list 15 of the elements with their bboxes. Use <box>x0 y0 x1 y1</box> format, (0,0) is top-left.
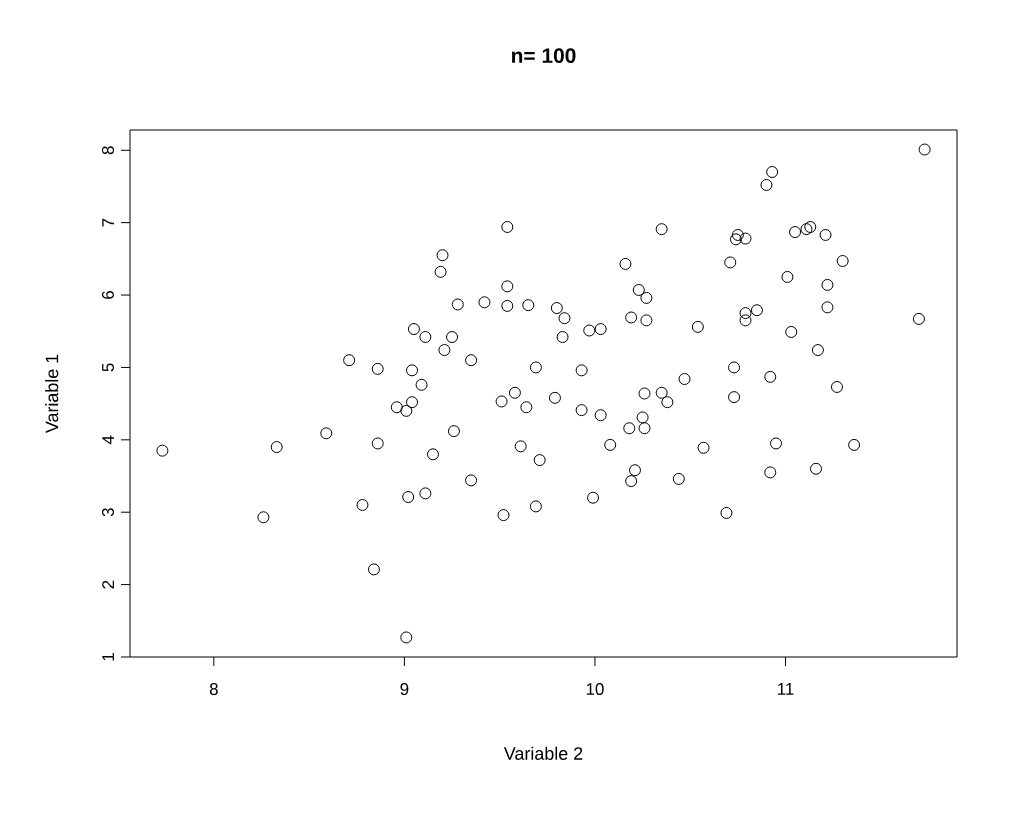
x-tick-label: 11 <box>778 683 794 695</box>
y-axis-title: Variable 1 <box>45 354 59 434</box>
x-tick-label: 8 <box>209 683 218 696</box>
y-tick-label: 7 <box>102 218 114 227</box>
y-tick-label: 2 <box>102 580 114 589</box>
y-tick-label: 4 <box>102 435 114 445</box>
y-tick-label: 1 <box>102 653 114 661</box>
x-axis-title: Variable 2 <box>503 746 583 760</box>
y-tick-label: 8 <box>101 146 114 155</box>
x-tick-label: 9 <box>400 683 409 696</box>
y-tick-label: 3 <box>101 508 114 517</box>
y-tick-label: 6 <box>101 291 114 299</box>
y-tick-label: 5 <box>102 363 114 372</box>
x-tick-label: 10 <box>586 683 604 696</box>
chart-title: n= 100 <box>512 48 576 63</box>
